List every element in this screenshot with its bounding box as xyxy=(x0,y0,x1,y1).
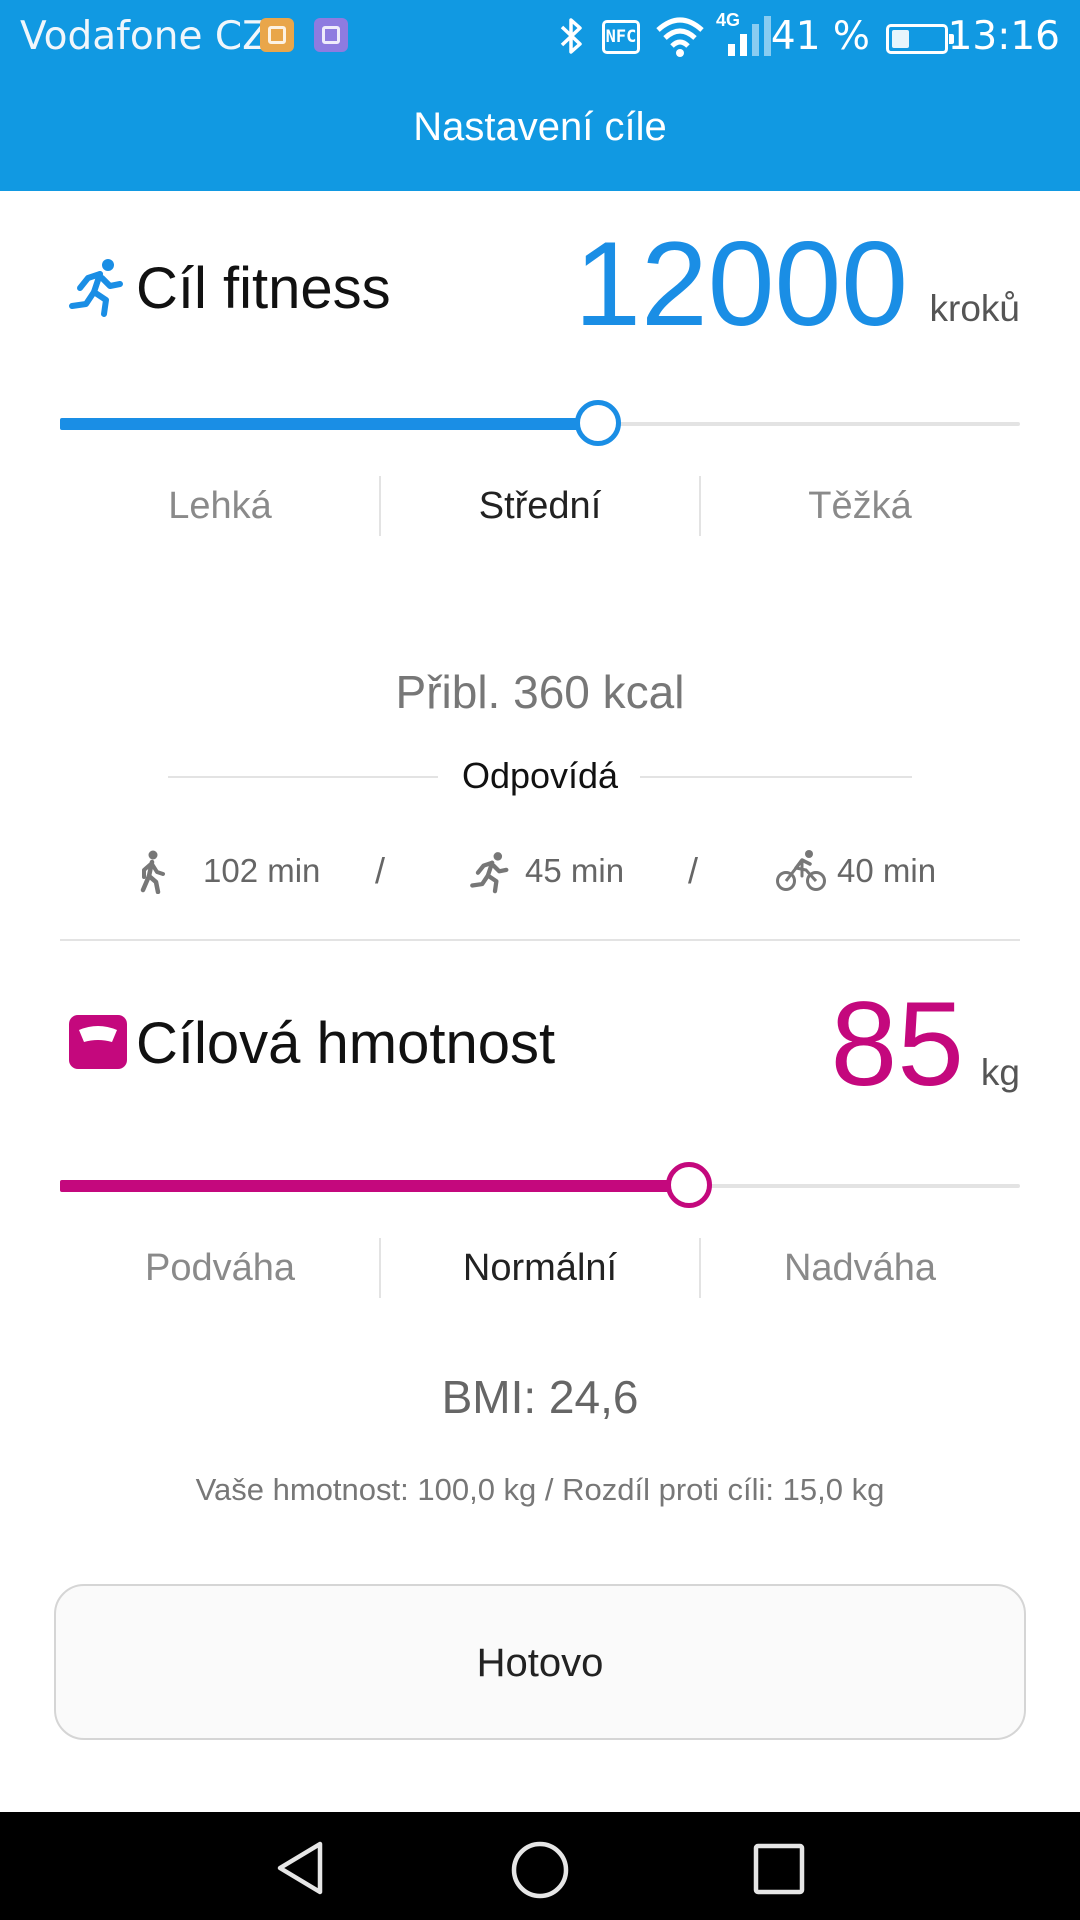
navigation-bar xyxy=(0,1812,1080,1920)
fitness-level-medium[interactable]: Střední xyxy=(478,485,602,527)
fitness-goal-slider[interactable] xyxy=(60,400,1020,446)
separator: / xyxy=(375,850,386,891)
section-divider xyxy=(60,939,1020,941)
fitness-level-hard[interactable]: Těžká xyxy=(808,485,912,527)
recent-apps-icon[interactable] xyxy=(752,1842,808,1898)
equivalent-label: Odpovídá xyxy=(461,755,619,796)
weight-category-overweight[interactable]: Nadváha xyxy=(783,1247,937,1289)
back-icon[interactable] xyxy=(272,1840,328,1896)
fitness-goal-title: Cíl fitness xyxy=(136,256,391,321)
walking-duration: 102 min xyxy=(203,852,321,889)
weight-goal-value: 85 xyxy=(830,977,964,1111)
divider xyxy=(379,1238,381,1298)
clock: 13:16 xyxy=(947,14,1060,59)
done-button[interactable]: Hotovo xyxy=(54,1584,1026,1740)
page-title: Nastavení cíle xyxy=(413,105,667,149)
home-icon[interactable] xyxy=(510,1840,570,1900)
weight-difference-info: Vaše hmotnost: 100,0 kg / Rozdíl proti c… xyxy=(195,1472,885,1507)
divider xyxy=(168,776,438,778)
fitness-goal-value: 12000 xyxy=(574,217,908,351)
running-icon xyxy=(470,852,509,894)
weight-category-underweight[interactable]: Podváha xyxy=(144,1247,295,1289)
divider xyxy=(699,1238,701,1298)
bluetooth-icon xyxy=(560,18,582,54)
weight-category-normal[interactable]: Normální xyxy=(462,1247,618,1289)
fitness-slider-fill xyxy=(60,418,598,430)
walking-icon xyxy=(140,850,165,894)
divider xyxy=(640,776,912,778)
gallery-notification-icon xyxy=(314,18,348,52)
cycling-duration: 40 min xyxy=(837,852,937,889)
nfc-icon: NFC xyxy=(602,20,640,54)
scale-icon xyxy=(69,1015,127,1069)
wifi-icon xyxy=(656,17,704,57)
battery-icon xyxy=(886,24,954,54)
fitness-slider-handle[interactable] xyxy=(574,400,621,446)
fitness-level-light[interactable]: Lehká xyxy=(168,485,272,527)
divider xyxy=(379,476,381,536)
weight-slider-fill xyxy=(60,1180,689,1192)
top-bar: Vodafone CZ NFC 4G 41 % 13:16 Nastaven xyxy=(0,0,1080,191)
weight-goal-slider[interactable] xyxy=(60,1162,1020,1208)
carrier-name: Vodafone CZ xyxy=(20,14,269,59)
status-bar: Vodafone CZ NFC 4G 41 % 13:16 xyxy=(0,0,1080,74)
running-icon xyxy=(69,259,123,317)
battery-percent: 41 % xyxy=(770,14,870,59)
running-duration: 45 min xyxy=(525,852,625,889)
fitness-goal-unit: kroků xyxy=(929,288,1020,329)
weight-goal-unit: kg xyxy=(980,1052,1020,1093)
divider xyxy=(699,476,701,536)
network-type-label: 4G xyxy=(716,10,741,30)
weight-goal-title: Cílová hmotnost xyxy=(136,1011,556,1076)
signal-icon xyxy=(728,16,771,56)
fitness-level-selector: Lehká Střední Těžká xyxy=(60,476,1020,536)
calories-estimate: Přibl. 360 kcal xyxy=(395,666,685,718)
health-app-notification-icon xyxy=(260,18,294,52)
weight-category-selector: Podváha Normální Nadváha xyxy=(60,1238,1020,1298)
bmi-value: BMI: 24,6 xyxy=(441,1371,639,1423)
separator: / xyxy=(688,850,699,891)
weight-slider-handle[interactable] xyxy=(665,1162,712,1208)
cycling-icon xyxy=(776,850,826,891)
